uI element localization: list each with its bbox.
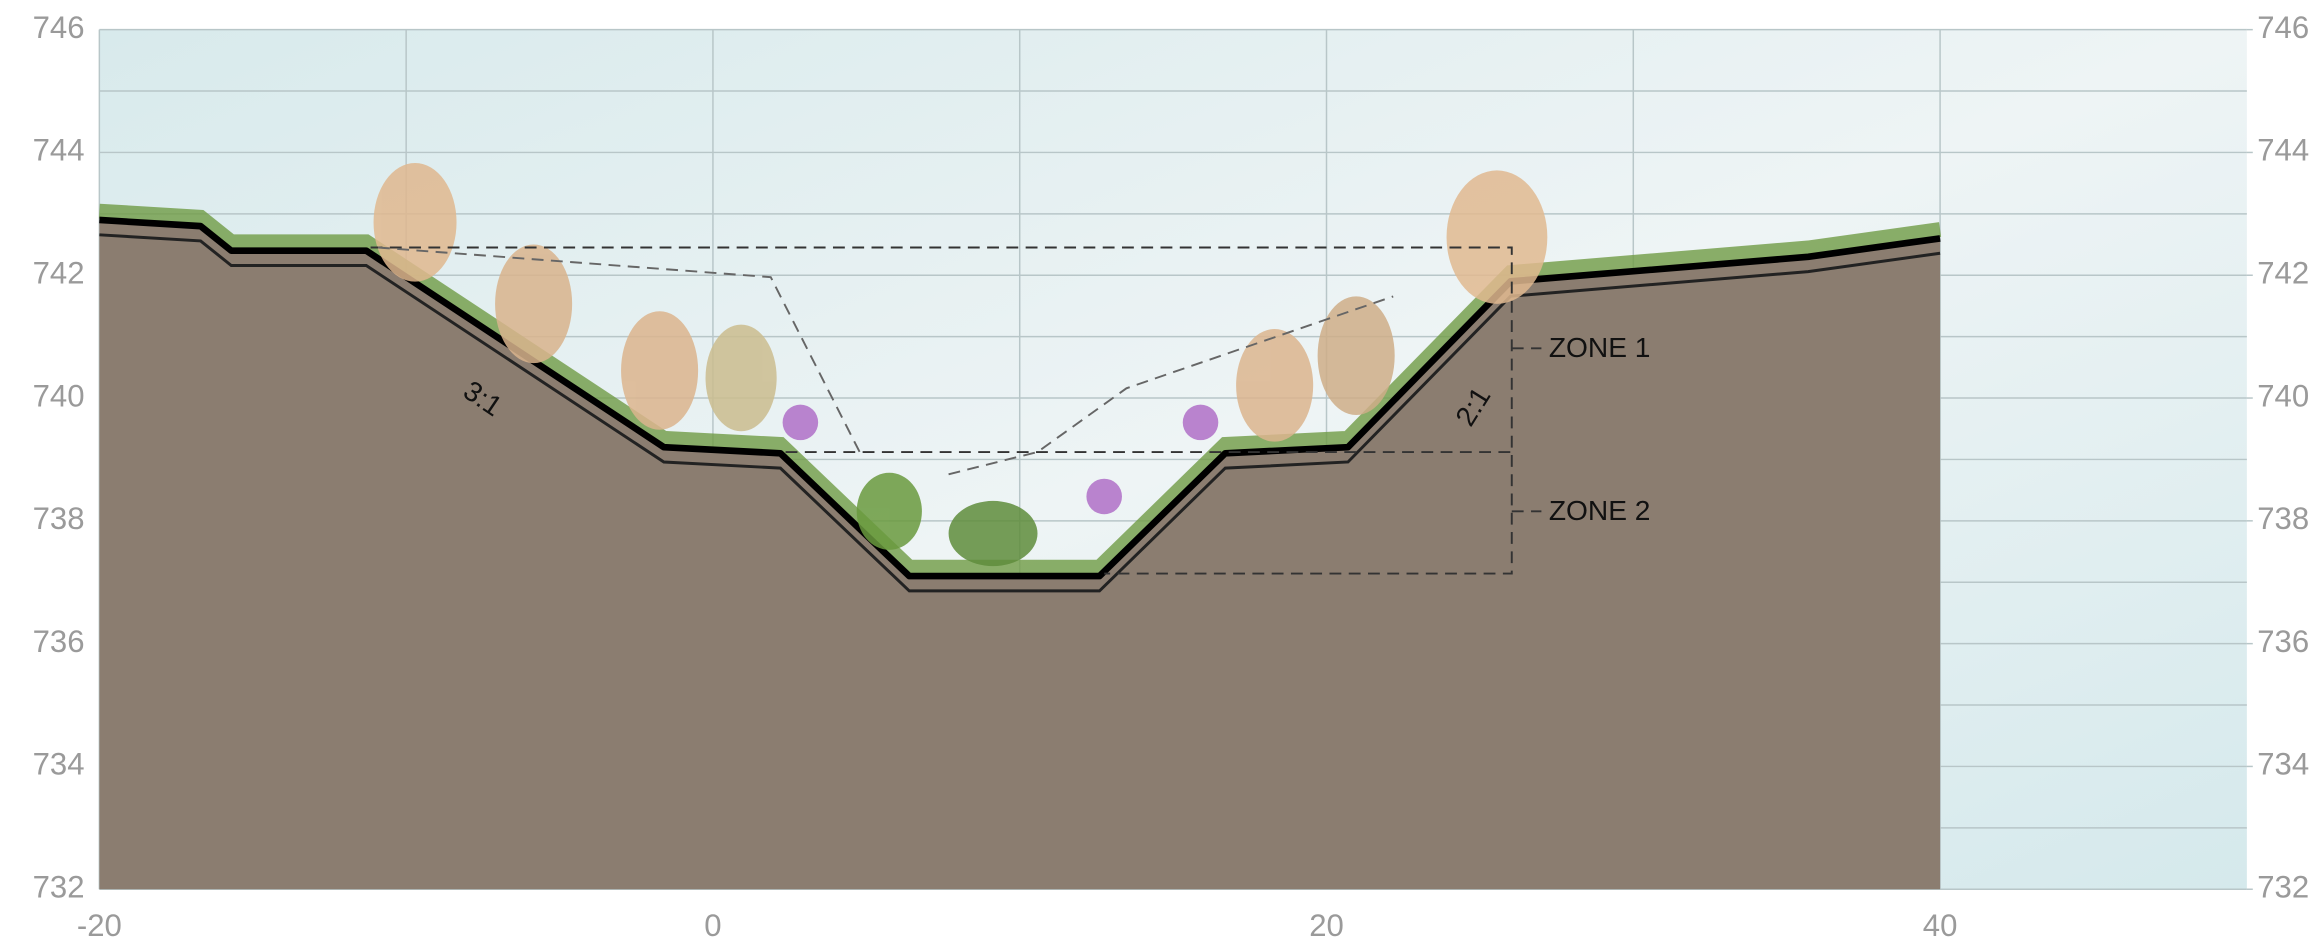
y2-tick-label: 738 (2257, 501, 2309, 536)
y2-tick-label: 744 (2257, 133, 2309, 168)
y2-tick-label: 742 (2257, 255, 2309, 290)
y2-tick-label: 732 (2257, 869, 2309, 904)
y-tick-label: 734 (33, 747, 85, 782)
zone-label: ZONE 1 (1549, 332, 1651, 363)
y2-tick-label: 746 (2257, 10, 2309, 45)
y-tick-label: 740 (33, 378, 85, 413)
y-tick-label: 742 (33, 255, 85, 290)
y-tick-label: 732 (33, 869, 85, 904)
y-tick-label: 744 (33, 133, 85, 168)
x-tick-label: -20 (77, 908, 122, 943)
chart: ZONE 1 ZONE 2 3:1 2:1 732734736738740742… (0, 0, 2324, 950)
y2-tick-label: 740 (2257, 378, 2309, 413)
zone-label: ZONE 2 (1549, 495, 1651, 526)
x-tick-label: 40 (1923, 908, 1958, 943)
y-tick-label: 738 (33, 501, 85, 536)
y-tick-label: 746 (33, 10, 85, 45)
x-tick-label: 0 (704, 908, 721, 943)
y2-tick-label: 734 (2257, 747, 2309, 782)
y2-tick-label: 736 (2257, 624, 2309, 659)
x-tick-label: 20 (1309, 908, 1344, 943)
y-tick-label: 736 (33, 624, 85, 659)
